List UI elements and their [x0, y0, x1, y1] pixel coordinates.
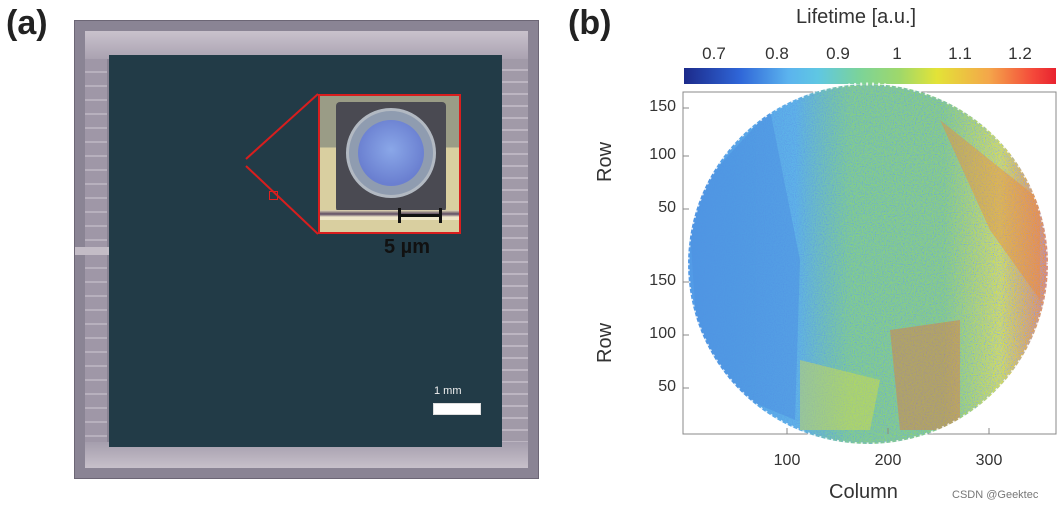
inset-metal-stripe	[320, 210, 459, 220]
chip-notch	[75, 247, 115, 255]
chip-micrograph	[74, 20, 539, 479]
colorbar-tick-label: 0.8	[765, 44, 789, 63]
x-tick-label: 300	[975, 452, 1003, 469]
y-tick-label: 50	[658, 378, 676, 395]
chip-scale-bar	[433, 403, 481, 415]
colorbar-tick-label: 0.7	[702, 44, 726, 63]
zoom-inset	[318, 94, 461, 234]
colorbar-tick-label: 1.2	[1008, 44, 1032, 63]
disc-edge-speckle	[686, 82, 1050, 446]
colorbar-tick-label: 1.1	[948, 44, 972, 63]
y-tick-label: 150	[649, 272, 676, 289]
y-axis-label-upper: Row	[594, 141, 616, 182]
inset-scale-bar	[398, 208, 442, 223]
x-tick-label: 200	[874, 452, 902, 469]
chip-frame-top	[85, 31, 528, 59]
y-tick-label: 100	[649, 325, 676, 342]
high-lifetime-region-lower	[890, 320, 960, 430]
high-lifetime-region-upper	[940, 120, 1040, 300]
colorbar	[684, 68, 1056, 84]
panel-a-label: (a)	[6, 4, 48, 42]
x-axis-label: Column	[829, 481, 898, 503]
chip-scale-label: 1 mm	[434, 385, 462, 397]
x-tick-label: 100	[773, 452, 801, 469]
low-lifetime-region	[688, 110, 800, 420]
y-axis-label-lower: Row	[594, 322, 616, 363]
inset-pixel-disc	[358, 120, 424, 186]
colorbar-tick-label: 0.9	[826, 44, 850, 63]
watermark: CSDN @Geektec	[952, 489, 1039, 501]
lifetime-disc	[688, 84, 1048, 444]
callout-line-bottom	[245, 165, 319, 235]
callout-line-top	[245, 93, 319, 160]
colorbar-tick-label: 1	[892, 44, 902, 63]
y-tick-label: 150	[649, 98, 676, 115]
colorbar-title: Lifetime [a.u.]	[796, 6, 917, 28]
panel-b-label: (b)	[568, 4, 612, 42]
y-tick-label: 50	[658, 199, 676, 216]
y-tick-label: 100	[649, 146, 676, 163]
mid-lifetime-region	[800, 360, 880, 430]
chip-frame-right	[500, 59, 528, 442]
inset-scale-label: 5 µm	[384, 236, 430, 258]
axis-ticks	[683, 107, 990, 434]
